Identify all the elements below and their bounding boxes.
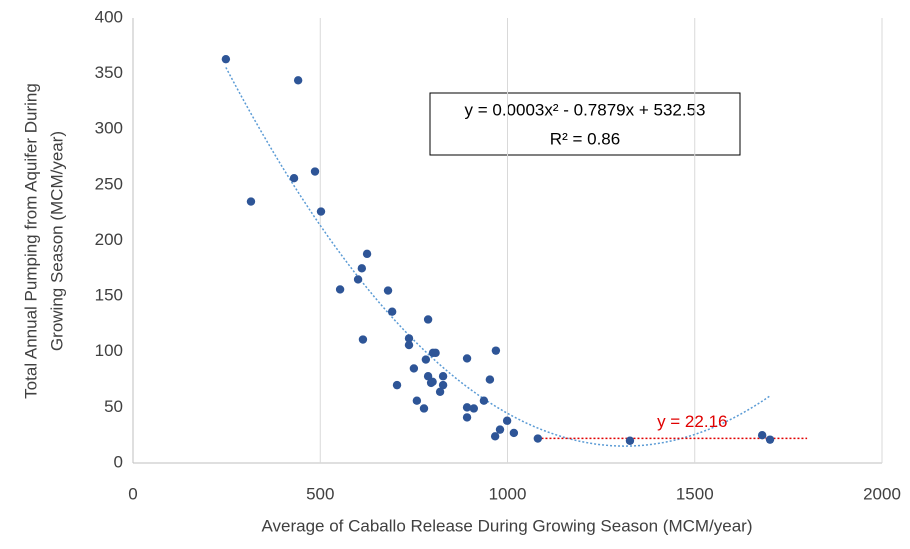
point bbox=[462, 413, 472, 422]
point bbox=[421, 355, 431, 364]
point bbox=[438, 380, 448, 390]
point bbox=[293, 76, 303, 85]
point bbox=[428, 377, 437, 386]
point bbox=[765, 435, 775, 444]
point bbox=[495, 425, 505, 434]
point bbox=[404, 340, 414, 350]
x-tick-label: 2000 bbox=[863, 484, 901, 503]
point bbox=[533, 434, 543, 443]
y-tick-label: 200 bbox=[95, 230, 123, 249]
x-tick-label: 0 bbox=[128, 484, 137, 503]
point bbox=[435, 387, 445, 396]
x-tick-label: 1500 bbox=[676, 484, 714, 503]
y-tick-label: 100 bbox=[95, 341, 123, 360]
point bbox=[491, 346, 501, 355]
y-tick-label: 250 bbox=[95, 174, 123, 193]
x-axis-title: Average of Caballo Release During Growin… bbox=[261, 516, 752, 535]
point bbox=[412, 396, 422, 405]
point bbox=[335, 285, 345, 294]
point bbox=[357, 264, 367, 273]
x-tick-label: 500 bbox=[306, 484, 334, 503]
point bbox=[358, 335, 368, 344]
point bbox=[479, 396, 489, 405]
y-tick-label: 50 bbox=[104, 397, 123, 416]
point bbox=[409, 364, 419, 373]
y-tick-label: 400 bbox=[95, 7, 123, 26]
point bbox=[625, 436, 635, 445]
point bbox=[423, 372, 433, 381]
equation-box bbox=[429, 92, 741, 156]
point bbox=[757, 430, 767, 440]
trend-equation: y = 0.0003x² - 0.7879x + 532.53 bbox=[464, 100, 705, 119]
point bbox=[502, 416, 512, 425]
point bbox=[469, 404, 478, 413]
point bbox=[310, 167, 320, 176]
point bbox=[289, 174, 299, 183]
point bbox=[462, 354, 472, 363]
point bbox=[419, 404, 429, 413]
point bbox=[316, 207, 326, 216]
point bbox=[387, 307, 397, 316]
y-axis-title: Growing Season (MCM/year) bbox=[47, 131, 66, 351]
point bbox=[438, 372, 448, 381]
y-axis-title: Total Annual Pumping from Aquifer During bbox=[21, 83, 40, 399]
point bbox=[362, 249, 372, 259]
reference-label: y = 22.16 bbox=[657, 412, 727, 431]
y-tick-label: 350 bbox=[95, 63, 123, 82]
r-squared: R² = 0.86 bbox=[550, 129, 620, 148]
point bbox=[221, 54, 231, 64]
point bbox=[246, 197, 256, 206]
y-tick-label: 0 bbox=[114, 452, 123, 471]
point bbox=[392, 380, 402, 390]
y-tick-label: 300 bbox=[95, 119, 123, 138]
point bbox=[404, 334, 414, 343]
point bbox=[353, 275, 363, 284]
point bbox=[423, 315, 433, 324]
point bbox=[462, 403, 472, 412]
point bbox=[490, 432, 500, 441]
y-tick-label: 150 bbox=[95, 286, 123, 305]
point bbox=[383, 286, 393, 295]
point bbox=[485, 375, 495, 384]
point bbox=[509, 428, 519, 438]
x-tick-label: 1000 bbox=[489, 484, 527, 503]
point bbox=[431, 348, 440, 358]
